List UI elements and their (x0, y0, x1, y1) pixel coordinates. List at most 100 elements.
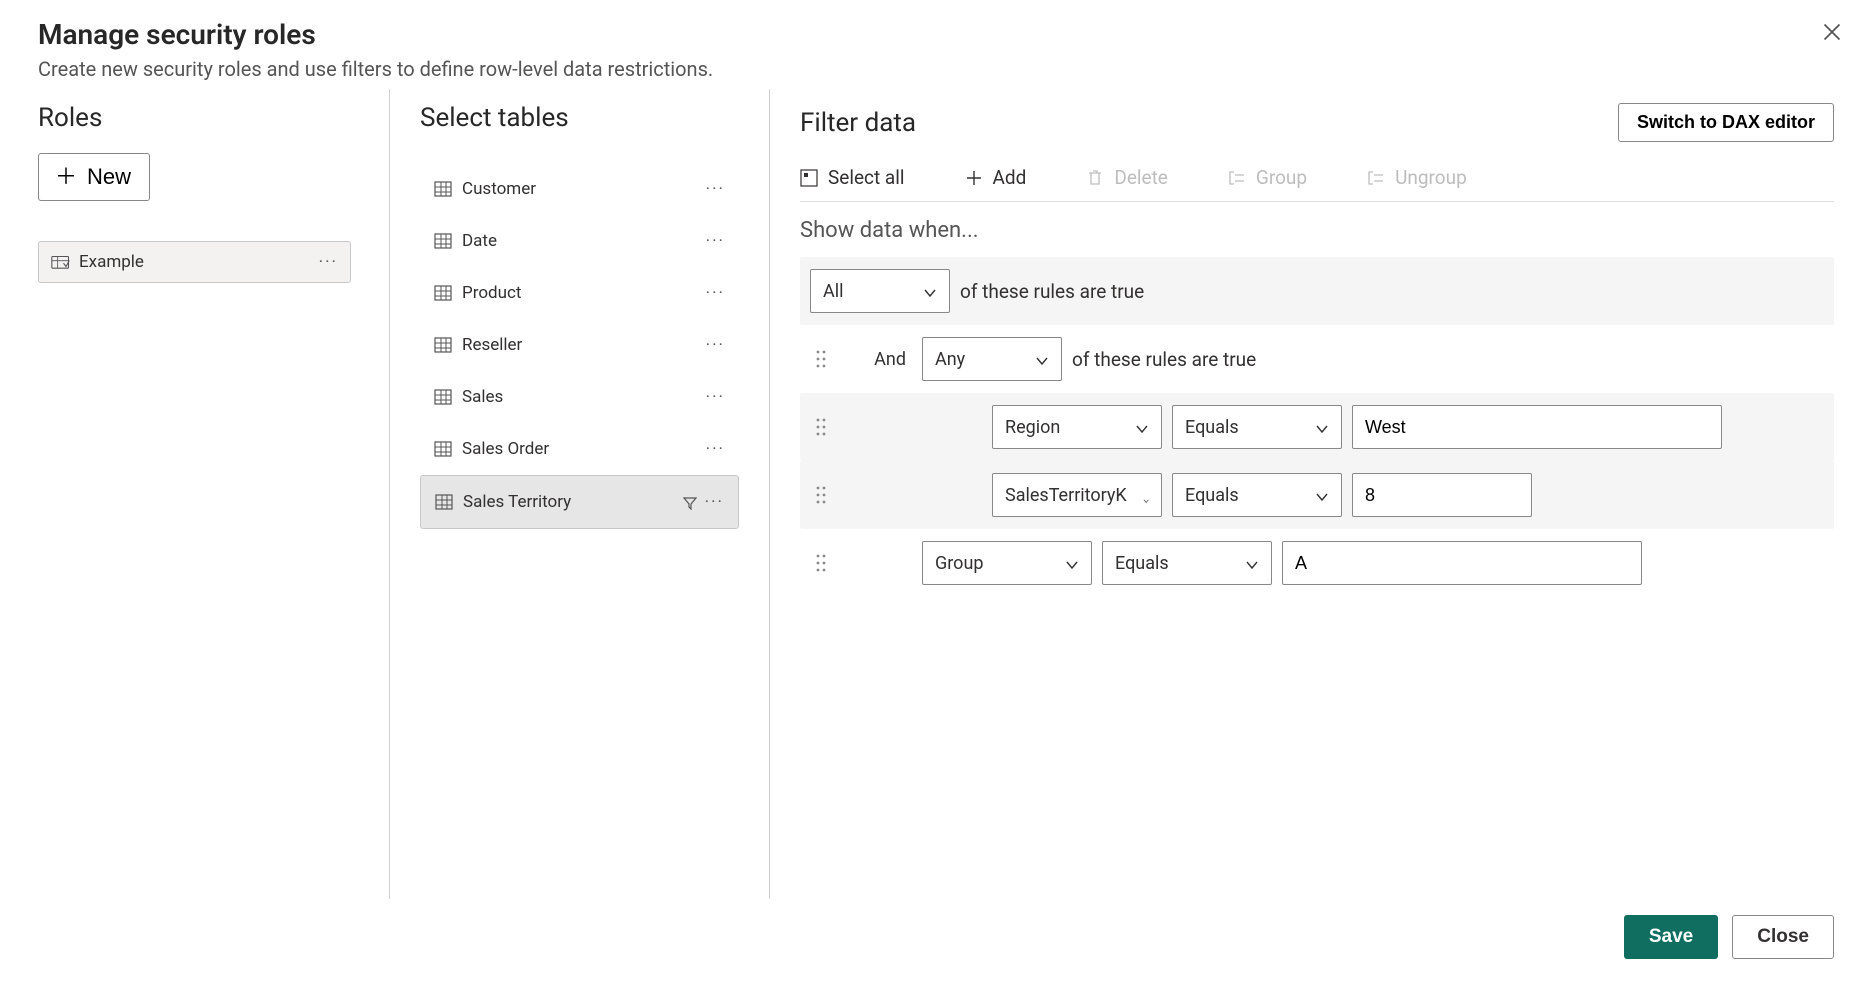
role-item[interactable]: Example ··· (38, 241, 351, 283)
show-data-label: Show data when... (800, 218, 1834, 243)
table-item-label: Reseller (462, 335, 522, 355)
select-all-label: Select all (828, 166, 905, 189)
table-item[interactable]: Reseller ··· (420, 319, 739, 371)
ungroup-label: Ungroup (1395, 166, 1467, 189)
dialog-footer: Save Close (0, 899, 1872, 983)
table-item[interactable]: Product ··· (420, 267, 739, 319)
select-all-icon (800, 169, 818, 187)
group-button[interactable]: Group (1228, 166, 1307, 189)
tables-section-label: Select tables (420, 103, 739, 133)
table-icon (434, 337, 452, 353)
more-icon[interactable]: ··· (705, 492, 724, 512)
filter-icon (683, 495, 697, 509)
chevron-down-icon (1035, 352, 1049, 366)
plus-icon (965, 169, 983, 187)
table-item-label: Sales (462, 387, 503, 407)
table-icon (434, 441, 452, 457)
dialog-subtitle: Create new security roles and use filter… (38, 57, 1834, 81)
table-item-label: Sales Order (462, 439, 549, 459)
ungroup-button[interactable]: Ungroup (1367, 166, 1467, 189)
more-icon[interactable]: ··· (706, 179, 725, 199)
close-icon[interactable] (1822, 20, 1842, 48)
roles-panel: Roles ＋ New Example ··· (0, 89, 390, 899)
value-input[interactable] (1352, 405, 1722, 449)
dialog-title: Manage security roles (38, 18, 1834, 51)
more-icon[interactable]: ··· (706, 335, 725, 355)
field-value: Group (935, 553, 983, 574)
more-icon[interactable]: ··· (706, 439, 725, 459)
chevron-down-icon (1143, 488, 1149, 502)
more-icon[interactable]: ··· (706, 283, 725, 303)
save-button[interactable]: Save (1624, 915, 1718, 959)
table-item[interactable]: Customer ··· (420, 163, 739, 215)
root-rule-row: All of these rules are true (800, 257, 1834, 325)
group-combiner-select[interactable]: Any (922, 337, 1062, 381)
operator-select[interactable]: Equals (1172, 405, 1342, 449)
field-select[interactable]: SalesTerritoryK (992, 473, 1162, 517)
new-role-button[interactable]: ＋ New (38, 153, 150, 201)
switch-dax-button[interactable]: Switch to DAX editor (1618, 103, 1834, 142)
chevron-down-icon (1315, 488, 1329, 502)
table-item[interactable]: Sales ··· (420, 371, 739, 423)
operator-value: Equals (1185, 417, 1239, 438)
field-value: Region (1005, 417, 1060, 438)
table-item-label: Date (462, 231, 497, 251)
table-icon (435, 494, 453, 510)
filter-section-label: Filter data (800, 108, 916, 138)
value-input[interactable] (1282, 541, 1642, 585)
delete-rule-button[interactable]: Delete (1086, 166, 1168, 189)
conjunction-label: And (842, 349, 912, 370)
select-all-button[interactable]: Select all (800, 166, 905, 189)
table-item-label: Product (462, 283, 521, 303)
field-value: SalesTerritoryK (1005, 485, 1127, 506)
table-icon (434, 389, 452, 405)
of-these-label: of these rules are true (960, 280, 1144, 303)
table-item[interactable]: Sales Order ··· (420, 423, 739, 475)
field-select[interactable]: Group (922, 541, 1092, 585)
field-select[interactable]: Region (992, 405, 1162, 449)
chevron-down-icon (1315, 420, 1329, 434)
more-icon[interactable]: ··· (319, 252, 338, 272)
table-icon (434, 181, 452, 197)
drag-handle-icon[interactable] (810, 417, 832, 437)
drag-handle-icon[interactable] (810, 485, 832, 505)
add-rule-button[interactable]: Add (965, 166, 1027, 189)
of-these-label: of these rules are true (1072, 348, 1256, 371)
close-button[interactable]: Close (1732, 915, 1834, 959)
filter-rule-row: Group Equals (800, 529, 1834, 597)
table-item-label: Customer (462, 179, 536, 199)
drag-handle-icon[interactable] (810, 553, 832, 573)
role-item-label: Example (79, 252, 144, 272)
value-input[interactable] (1352, 473, 1532, 517)
drag-handle-icon[interactable] (810, 349, 832, 369)
operator-select[interactable]: Equals (1102, 541, 1272, 585)
chevron-down-icon (1245, 556, 1259, 570)
filter-rule-row: Region Equals (800, 393, 1834, 461)
chevron-down-icon (923, 284, 937, 298)
table-icon (434, 233, 452, 249)
operator-select[interactable]: Equals (1172, 473, 1342, 517)
root-combiner-select[interactable]: All (810, 269, 950, 313)
chevron-down-icon (1065, 556, 1079, 570)
more-icon[interactable]: ··· (706, 231, 725, 251)
filter-panel: Filter data Switch to DAX editor Select … (770, 89, 1872, 899)
table-icon (434, 285, 452, 301)
tables-panel: Select tables Customer ··· Date ··· Product ·… (390, 89, 770, 899)
table-item-label: Sales Territory (463, 492, 571, 512)
more-icon[interactable]: ··· (706, 387, 725, 407)
group-combiner-value: Any (935, 349, 965, 370)
new-role-label: New (87, 164, 131, 190)
ungroup-icon (1367, 169, 1385, 187)
root-combiner-value: All (823, 281, 844, 302)
group-label: Group (1256, 166, 1307, 189)
table-item[interactable]: Sales Territory ··· (420, 475, 739, 529)
dialog-header: Manage security roles Create new securit… (0, 0, 1872, 89)
filter-rule-row: And Any of these rules are true (800, 325, 1834, 393)
delete-label: Delete (1114, 166, 1168, 189)
plus-icon: ＋ (55, 166, 77, 188)
add-label: Add (993, 166, 1027, 189)
filter-toolbar: Select all Add Delete Group (800, 160, 1834, 202)
roles-section-label: Roles (38, 103, 351, 133)
chevron-down-icon (1135, 420, 1149, 434)
table-item[interactable]: Date ··· (420, 215, 739, 267)
